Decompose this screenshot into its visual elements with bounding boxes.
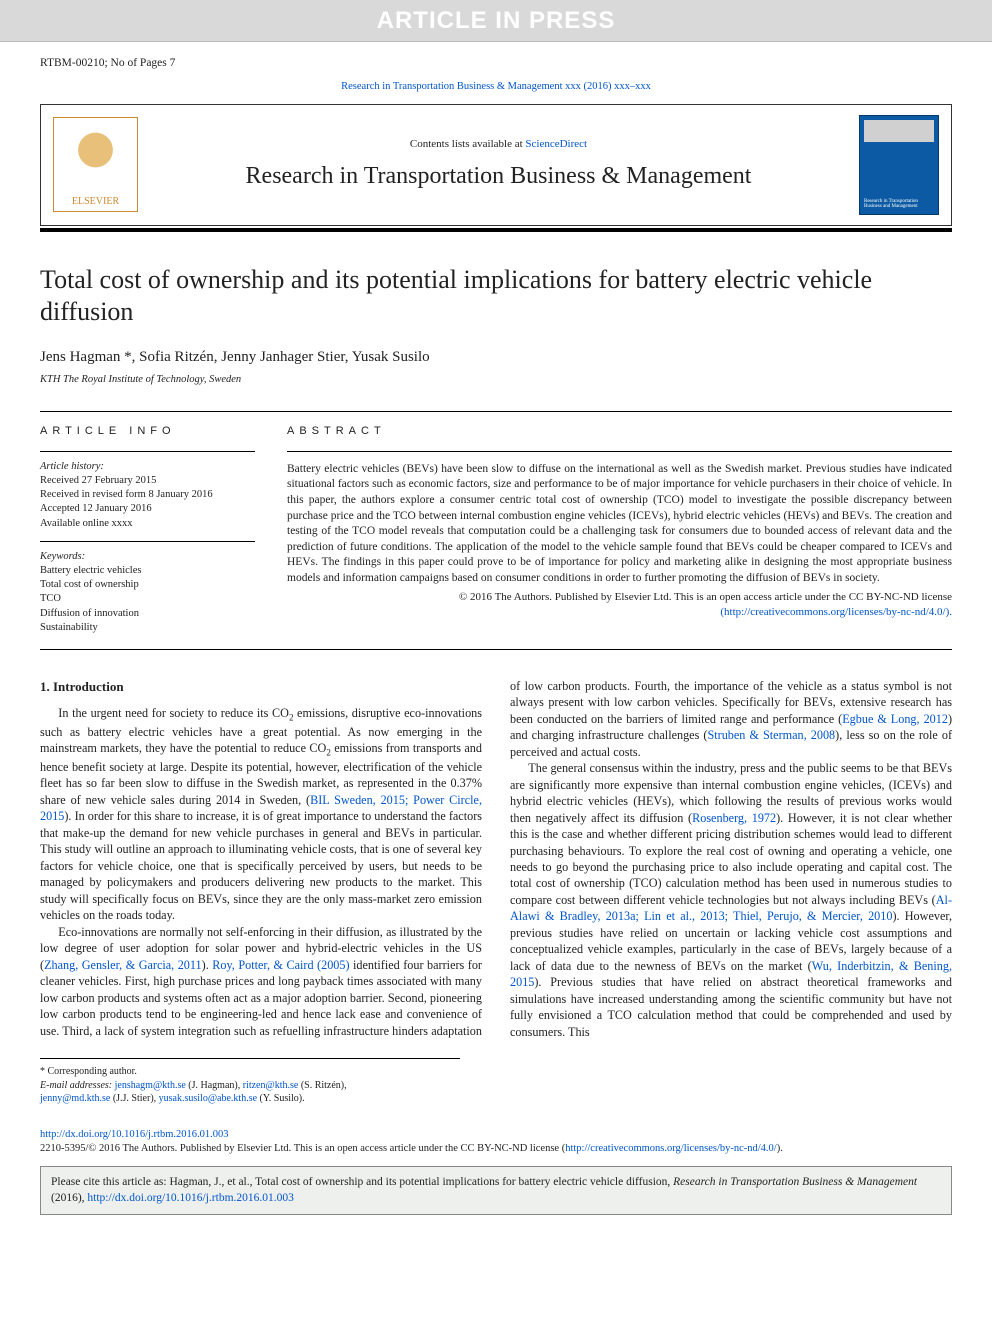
doi-link[interactable]: http://dx.doi.org/10.1016/j.rtbm.2016.01… (40, 1129, 229, 1140)
history-item: Received 27 February 2015 (40, 474, 255, 488)
cite-link[interactable]: Struben & Sterman, 2008 (707, 728, 835, 742)
email-line: E-mail addresses: jenshagm@kth.se (J. Ha… (40, 1079, 460, 1106)
contents-label: Contents lists available at (410, 138, 525, 150)
article-info-abstract-row: article info Article history: Received 2… (40, 411, 952, 650)
history-item: Received in revised form 8 January 2016 (40, 488, 255, 502)
license-link-2[interactable]: http://creativecommons.org/licenses/by-n… (565, 1143, 777, 1154)
email-link[interactable]: jenny@md.kth.se (40, 1093, 110, 1104)
history-item: Accepted 12 January 2016 (40, 502, 255, 516)
journal-cover-thumb: Research in Transportation Business and … (859, 115, 939, 215)
copyright-line: © 2016 The Authors. Published by Elsevie… (287, 590, 952, 620)
contents-lists-line: Contents lists available at ScienceDirec… (152, 137, 845, 152)
cite-doi-link[interactable]: http://dx.doi.org/10.1016/j.rtbm.2016.01… (87, 1192, 293, 1204)
keyword-item: Diffusion of innovation (40, 607, 255, 621)
keyword-item: Battery electric vehicles (40, 564, 255, 578)
article-info-panel: article info Article history: Received 2… (40, 424, 255, 635)
abstract-body: Battery electric vehicles (BEVs) have be… (287, 462, 952, 586)
history-header: Article history: (40, 460, 255, 474)
footnotes: * Corresponding author. E-mail addresses… (40, 1058, 460, 1106)
cover-thumb-caption: Research in Transportation Business and … (864, 199, 934, 210)
article-in-press-banner: ARTICLE IN PRESS (0, 0, 992, 42)
elsevier-logo-text: ELSEVIER (72, 195, 119, 209)
cover-thumb-top (864, 120, 934, 142)
article-info-heading: article info (40, 424, 255, 439)
page-content: RTBM-00210; No of Pages 7 Research in Tr… (0, 42, 992, 1245)
affiliation: KTH The Royal Institute of Technology, S… (40, 373, 952, 387)
keywords-header: Keywords: (40, 550, 255, 564)
section-1-heading: 1. Introduction (40, 678, 482, 696)
journal-masthead: ELSEVIER Contents lists available at Sci… (40, 104, 952, 226)
keyword-item: Total cost of ownership (40, 578, 255, 592)
cite-link[interactable]: Rosenberg, 1972 (692, 811, 776, 825)
para-1: In the urgent need for society to reduce… (40, 705, 482, 923)
cite-journal-ital: Research in Transportation Business & Ma… (673, 1176, 917, 1188)
masthead-center: Contents lists available at ScienceDirec… (152, 137, 845, 192)
cite-link[interactable]: Egbue & Long, 2012 (842, 712, 948, 726)
abstract-panel: abstract Battery electric vehicles (BEVs… (287, 424, 952, 635)
abstract-heading: abstract (287, 424, 952, 439)
masthead-rule (40, 228, 952, 232)
corresponding-author: * Corresponding author. (40, 1065, 460, 1079)
email-label: E-mail addresses: (40, 1080, 115, 1091)
para-3: The general consensus within the industr… (510, 760, 952, 1040)
doi-copyright: 2210-5395/© 2016 The Authors. Published … (40, 1143, 565, 1154)
cite-link[interactable]: Roy, Potter, & Caird (2005) (212, 958, 349, 972)
article-title: Total cost of ownership and its potentia… (40, 264, 952, 329)
email-link[interactable]: jenshagm@kth.se (115, 1080, 186, 1091)
running-citation: Research in Transportation Business & Ma… (40, 80, 952, 94)
body-columns: 1. Introduction In the urgent need for s… (40, 678, 952, 1040)
license-link[interactable]: (http://creativecommons.org/licenses/by-… (720, 606, 952, 618)
authors-line: Jens Hagman *, Sofia Ritzén, Jenny Janha… (40, 347, 952, 367)
email-link[interactable]: ritzen@kth.se (243, 1080, 299, 1091)
history-item: Available online xxxx (40, 517, 255, 531)
copyright-text: © 2016 The Authors. Published by Elsevie… (459, 591, 952, 603)
keyword-item: Sustainability (40, 621, 255, 635)
running-citation-link[interactable]: Research in Transportation Business & Ma… (341, 81, 651, 92)
elsevier-logo: ELSEVIER (53, 117, 138, 212)
sciencedirect-link[interactable]: ScienceDirect (525, 138, 587, 150)
email-link[interactable]: yusak.susilo@abe.kth.se (159, 1093, 257, 1104)
cite-link[interactable]: Zhang, Gensler, & Garcia, 2011 (44, 958, 202, 972)
keyword-item: TCO (40, 592, 255, 606)
cite-box: Please cite this article as: Hagman, J.,… (40, 1166, 952, 1215)
doi-block: http://dx.doi.org/10.1016/j.rtbm.2016.01… (40, 1128, 952, 1156)
top-metadata: RTBM-00210; No of Pages 7 (40, 56, 952, 72)
journal-title: Research in Transportation Business & Ma… (152, 160, 845, 192)
article-id: RTBM-00210; No of Pages 7 (40, 56, 175, 72)
